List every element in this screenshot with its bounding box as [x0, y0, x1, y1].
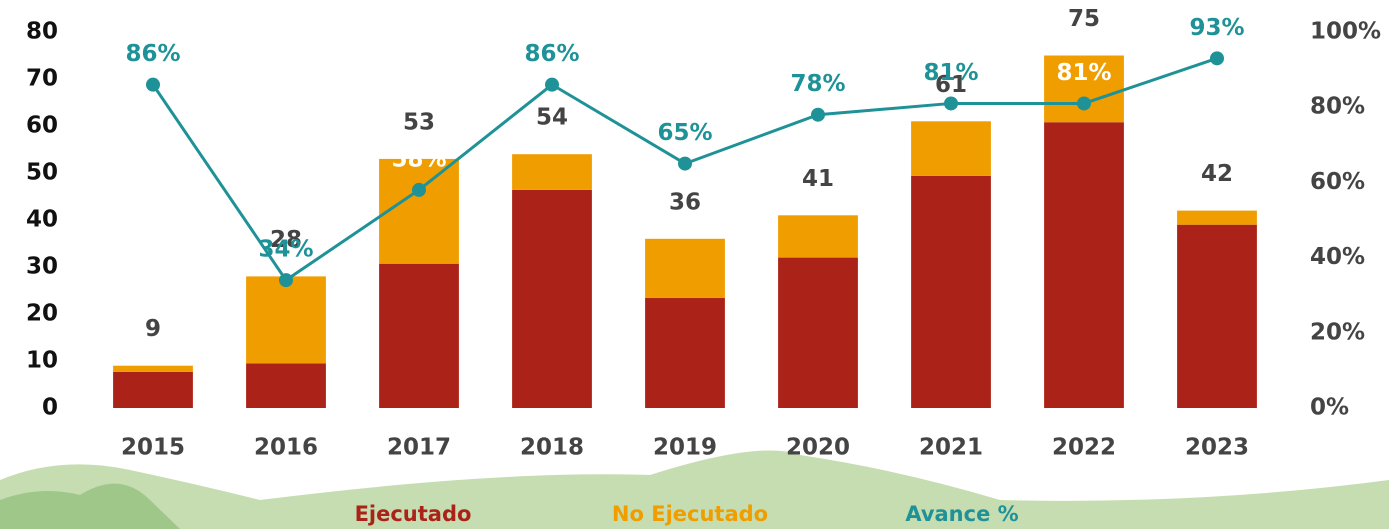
- x-tick-label: 2023: [1185, 435, 1249, 461]
- bar-segment: [379, 263, 459, 408]
- bar-segment: [1044, 55, 1124, 123]
- background-hills: [0, 450, 1389, 529]
- y-tick-label: 30: [26, 254, 58, 280]
- x-tick-label: 2016: [254, 435, 318, 461]
- x-tick-label: 2018: [520, 435, 584, 461]
- x-tick-label: 2017: [387, 435, 451, 461]
- bar-segment: [1177, 224, 1257, 408]
- line-point: [412, 182, 426, 197]
- total-label: 41: [802, 166, 834, 192]
- y-tick-label: 10: [26, 348, 58, 374]
- y-tick-label: 50: [26, 160, 58, 186]
- line-point: [279, 273, 293, 288]
- x-tick-label: 2015: [121, 435, 185, 461]
- y2-tick-label: 100%: [1310, 19, 1381, 45]
- legend-label: Ejecutado: [355, 502, 472, 526]
- legend-label: No Ejecutado: [612, 502, 768, 526]
- y-tick-label: 60: [26, 113, 58, 139]
- total-label: 75: [1068, 6, 1100, 32]
- line-point: [811, 107, 825, 122]
- y2-tick-label: 60%: [1310, 169, 1365, 195]
- y-tick-label: 40: [26, 207, 58, 233]
- total-label: 9: [145, 316, 161, 342]
- bar-segment: [512, 154, 592, 190]
- line-value-label: 86%: [524, 41, 579, 67]
- y-tick-label: 70: [26, 66, 58, 92]
- line-value-label: 58%: [391, 146, 446, 172]
- bar-segment: [645, 238, 725, 299]
- x-tick-label: 2019: [653, 435, 717, 461]
- x-tick-label: 2020: [786, 435, 850, 461]
- total-label: 36: [669, 189, 701, 215]
- bar-segment: [645, 298, 725, 408]
- y-tick-label: 20: [26, 301, 58, 327]
- bar-segment: [1044, 122, 1124, 409]
- line-value-label: 78%: [790, 71, 845, 97]
- y-tick-label: 0: [42, 395, 58, 421]
- bar-segment: [911, 121, 991, 176]
- line-value-label: 34%: [258, 237, 313, 263]
- bar-segment: [113, 365, 193, 372]
- line-value-label: 86%: [125, 41, 180, 67]
- bar-segment: [512, 189, 592, 408]
- line-point: [1077, 96, 1091, 111]
- y2-tick-label: 20%: [1310, 319, 1365, 345]
- y2-tick-label: 0%: [1310, 395, 1349, 421]
- bar-segment: [911, 175, 991, 408]
- line-point: [1210, 51, 1224, 66]
- bar-segment: [246, 276, 326, 364]
- line-point: [678, 156, 692, 171]
- line-value-label: 81%: [923, 60, 978, 86]
- line-value-label: 93%: [1189, 15, 1244, 41]
- y-tick-label: 80: [26, 19, 58, 45]
- line-value-label: 81%: [1056, 60, 1111, 86]
- legend-label: Avance %: [905, 502, 1018, 526]
- x-tick-label: 2021: [919, 435, 983, 461]
- bar-segment: [778, 215, 858, 258]
- background-bush: [0, 483, 180, 529]
- line-point: [146, 77, 160, 92]
- y2-tick-label: 80%: [1310, 94, 1365, 120]
- line-point: [944, 96, 958, 111]
- x-tick-label: 2022: [1052, 435, 1116, 461]
- y2-tick-label: 40%: [1310, 244, 1365, 270]
- bar-segment: [379, 158, 459, 264]
- bar-segment: [246, 363, 326, 408]
- total-label: 28: [270, 227, 302, 253]
- bar-segment: [113, 371, 193, 408]
- total-label: 61: [935, 72, 967, 98]
- bar-segment: [778, 257, 858, 408]
- total-label: 54: [536, 105, 568, 131]
- total-label: 42: [1201, 161, 1233, 187]
- line-value-label: 65%: [657, 120, 712, 146]
- line-point: [545, 77, 559, 92]
- total-label: 53: [403, 109, 435, 135]
- bar-segment: [1177, 210, 1257, 225]
